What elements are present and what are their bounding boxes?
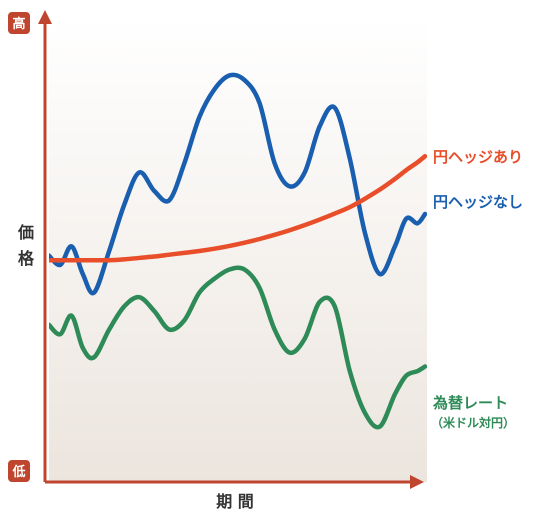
series-label-hedged: 円ヘッジあり (433, 148, 523, 166)
y-axis-arrow (38, 10, 52, 24)
series-layer (49, 72, 427, 430)
series-line-unhedged (49, 72, 427, 296)
axes (38, 10, 424, 489)
plot-area (49, 20, 427, 482)
y-axis-top-label: 高 (12, 16, 25, 32)
series-line-fx (49, 265, 427, 430)
y-axis-bottom-label: 低 (11, 464, 25, 480)
series-label-fx: 為替レート (432, 394, 508, 412)
y-axis-label: 価格 (17, 223, 35, 268)
y-axis-top-badge: 高 (8, 12, 30, 34)
y-axis-bottom-badge: 低 (8, 460, 30, 482)
series-line-hedged (49, 154, 427, 263)
series-label-fx-sub: （米ドル対円） (431, 415, 515, 430)
x-axis-arrow (410, 475, 424, 489)
series-label-unhedged: 円ヘッジなし (433, 193, 523, 211)
x-axis-label: 期 間 (216, 492, 254, 511)
